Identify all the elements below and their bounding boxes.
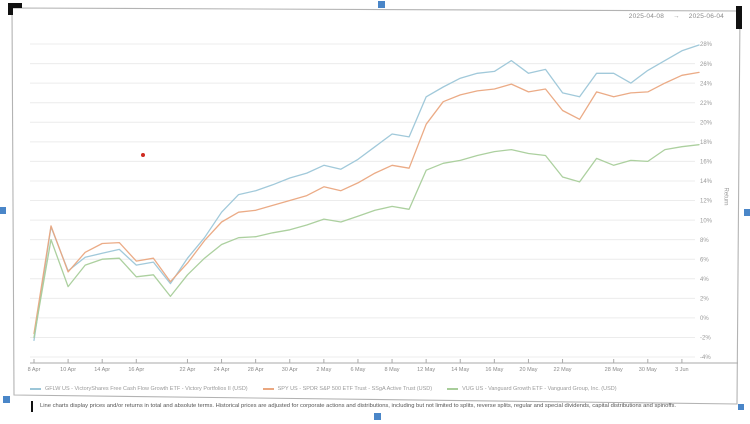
y-tick-label: 26% — [700, 62, 713, 68]
x-tick-label: 16 May — [485, 367, 503, 373]
disclaimer-text: Line charts display prices and/or return… — [40, 403, 676, 409]
y-tick-label: 20% — [700, 120, 713, 126]
chart-legend: GFLW US - VictoryShares Free Cash Flow G… — [30, 386, 617, 392]
crop-mark-top-left — [8, 3, 22, 8]
x-tick-label: 8 Apr — [28, 367, 41, 373]
date-range: 2025-04-08 → 2025-06-04 — [629, 13, 724, 20]
y-tick-label: 28% — [700, 42, 713, 48]
x-tick-label: 20 May — [519, 367, 537, 373]
x-tick-label: 22 May — [554, 367, 572, 373]
x-tick-label: 28 Apr — [248, 367, 264, 373]
text-caret — [31, 401, 33, 412]
legend-swatch — [447, 388, 459, 390]
x-tick-label: 30 Apr — [282, 367, 298, 373]
y-tick-label: 8% — [700, 238, 709, 244]
x-tick-label: 2 May — [316, 367, 331, 373]
legend-item-0: GFLW US - VictoryShares Free Cash Flow G… — [30, 386, 248, 392]
series-line-0 — [33, 44, 700, 342]
selection-handle-right[interactable] — [744, 209, 750, 216]
legend-label: VUG US - Vanguard Growth ETF - Vanguard … — [462, 386, 617, 392]
selection-handle-top[interactable] — [378, 1, 385, 8]
legend-item-1: SPY US - SPDR S&P 500 ETF Trust - SSgA A… — [262, 386, 433, 392]
y-tick-label: 24% — [700, 81, 713, 87]
date-range-end: 2025-06-04 — [688, 13, 724, 20]
x-tick-label: 12 May — [417, 367, 435, 373]
x-tick-label: 14 Apr — [94, 367, 110, 373]
arrow-icon: → — [673, 13, 680, 20]
y-tick-label: -4% — [700, 355, 711, 361]
date-range-start: 2025-04-08 — [628, 13, 665, 20]
y-tick-label: -2% — [700, 336, 711, 342]
x-tick-label: 30 May — [639, 367, 657, 373]
crop-mark-top-right — [736, 6, 742, 29]
y-tick-label: 6% — [700, 257, 709, 263]
x-tick-label: 8 May — [385, 367, 400, 373]
x-tick-label: 22 Apr — [179, 367, 195, 373]
legend-item-2: VUG US - Vanguard Growth ETF - Vanguard … — [447, 386, 617, 392]
legend-label: SPY US - SPDR S&P 500 ETF Trust - SSgA A… — [277, 386, 433, 392]
image-frame-border — [11, 7, 741, 405]
selection-handle-bottom-right[interactable] — [738, 404, 744, 410]
selection-handle-bottom[interactable] — [374, 413, 381, 420]
y-tick-label: 18% — [700, 140, 713, 146]
legend-swatch — [30, 388, 41, 390]
x-tick-label: 10 Apr — [60, 367, 76, 373]
x-tick-label: 28 May — [605, 367, 623, 373]
x-tick-label: 3 Jun — [675, 367, 688, 373]
crop-mark-top-left-vertical — [8, 3, 13, 15]
y-tick-label: 0% — [700, 316, 709, 322]
y-tick-label: 12% — [700, 199, 713, 205]
red-dot-marker — [141, 153, 145, 157]
y-axis-title: Return — [722, 187, 729, 206]
x-tick-label: 6 May — [350, 367, 365, 373]
x-tick-label: 24 Apr — [214, 367, 230, 373]
selection-handle-left[interactable] — [0, 207, 6, 214]
y-tick-label: 2% — [700, 297, 709, 303]
y-tick-label: 14% — [700, 179, 713, 185]
selection-handle-bottom-left[interactable] — [3, 396, 10, 403]
y-tick-label: 22% — [700, 101, 713, 107]
y-tick-label: 4% — [700, 277, 709, 283]
legend-swatch — [262, 388, 274, 390]
x-tick-label: 14 May — [451, 367, 469, 373]
legend-label: GFLW US - VictoryShares Free Cash Flow G… — [45, 386, 248, 392]
y-tick-label: 16% — [700, 160, 713, 166]
series-line-1 — [33, 71, 700, 335]
series-line-2 — [33, 144, 700, 339]
y-tick-label: 10% — [700, 218, 713, 224]
x-tick-label: 16 Apr — [128, 367, 144, 373]
